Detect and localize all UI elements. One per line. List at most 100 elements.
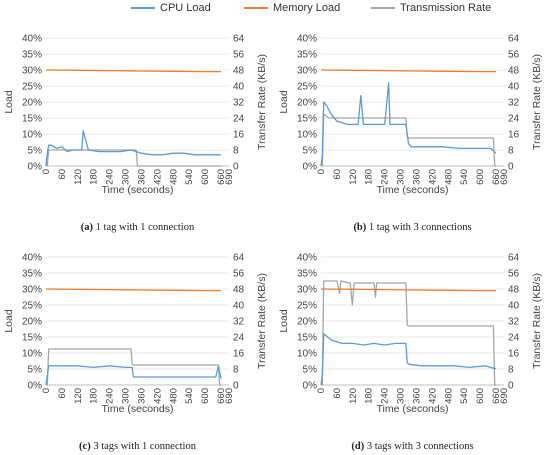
x-tick-label: 300 [396, 169, 407, 185]
x-tick-label: 360 [136, 388, 147, 404]
caption-c: (c) 3 tags with 1 connection [0, 441, 275, 452]
y-tick-label: 15% [297, 114, 317, 125]
series-line-cpu-load [320, 82, 497, 167]
y2-tick-label: 0 [233, 162, 239, 173]
y2-axis-label: Transfer Rate (KB/s) [531, 273, 543, 369]
panel-b: 0% 5% 10% 15% 20% 25% 30% 35% 40% 0 8 16 24 32 40 48 56 6… [275, 18, 550, 236]
legend: CPU Load Memory Load Transmission Rate [0, 0, 550, 18]
x-tick-label: 690 [499, 169, 510, 185]
y2-tick-label: 64 [233, 34, 245, 45]
x-axis-label: Time (seconds) [377, 403, 449, 415]
x-tick-label: 420 [427, 388, 438, 404]
caption-text: 3 tags with 1 connection [90, 441, 196, 452]
y2-tick-label: 56 [233, 269, 245, 280]
y-tick-label: 5% [303, 146, 318, 157]
y-tick-label: 40% [297, 34, 317, 45]
x-tick-label: 0 [41, 169, 52, 174]
y-tick-label: 25% [22, 301, 42, 312]
y2-tick-label: 40 [508, 82, 520, 93]
x-tick-label: 60 [332, 388, 343, 399]
y2-tick-label: 16 [233, 349, 245, 360]
x-tick-label: 480 [168, 388, 179, 404]
y-tick-label: 10% [22, 349, 42, 360]
y-tick-label: 35% [297, 269, 317, 280]
y2-tick-label: 64 [508, 253, 520, 264]
y2-tick-label: 16 [508, 349, 520, 360]
x-tick-label: 0 [316, 388, 327, 393]
x-tick-label: 600 [200, 388, 211, 404]
series-line-memory-load [45, 69, 221, 73]
series-line-transmission-rate [321, 280, 496, 386]
y2-tick-label: 40 [508, 301, 520, 312]
x-tick-label: 180 [364, 388, 375, 404]
y-tick-label: 40% [297, 253, 317, 264]
y2-tick-label: 48 [233, 66, 245, 77]
y2-tick-label: 16 [508, 130, 520, 141]
x-axis-label: Time (seconds) [102, 403, 174, 415]
x-tick-label: 480 [443, 388, 454, 404]
y2-axis-label: Transfer Rate (KB/s) [256, 273, 268, 369]
y2-tick-label: 56 [508, 50, 520, 61]
x-tick-label: 540 [459, 388, 470, 404]
series-line-memory-load [45, 288, 221, 292]
y2-tick-label: 0 [508, 381, 514, 392]
caption-tag: (c) [79, 441, 91, 452]
x-tick-label: 240 [380, 169, 391, 185]
y2-tick-label: 32 [233, 317, 245, 328]
y2-tick-label: 8 [508, 365, 514, 376]
y-tick-label: 30% [22, 285, 42, 296]
legend-item-transmission-rate: Transmission Rate [371, 2, 491, 14]
chart-b: 0% 5% 10% 15% 20% 25% 30% 35% 40% 0 8 16 24 32 40 48 56 6… [278, 34, 543, 197]
x-tick-label: 300 [396, 388, 407, 404]
x-tick-label: 360 [411, 388, 422, 404]
caption-text: 3 tags with 3 connections [364, 441, 474, 452]
y2-tick-label: 64 [508, 34, 520, 45]
y-tick-label: 25% [297, 82, 317, 93]
y2-tick-label: 32 [508, 98, 520, 109]
y2-tick-label: 56 [508, 269, 520, 280]
x-tick-label: 540 [459, 169, 470, 185]
x-tick-label: 180 [89, 169, 100, 185]
caption-tag: (d) [351, 441, 365, 452]
y2-tick-label: 0 [233, 381, 239, 392]
y-tick-label: 25% [22, 82, 42, 93]
caption-d: (d) 3 tags with 3 connections [275, 441, 550, 452]
y2-tick-label: 24 [233, 114, 245, 125]
x-tick-label: 480 [168, 169, 179, 185]
y2-axis-label: Transfer Rate (KB/s) [531, 54, 543, 150]
legend-label: Transmission Rate [400, 2, 492, 14]
y2-tick-label: 40 [233, 301, 245, 312]
x-tick-label: 360 [411, 169, 422, 185]
x-tick-label: 540 [184, 388, 195, 404]
y2-axis-label: Transfer Rate (KB/s) [256, 54, 268, 150]
y-tick-label: 30% [297, 285, 317, 296]
y-tick-label: 20% [297, 98, 317, 109]
y-tick-label: 20% [297, 317, 317, 328]
x-tick-label: 600 [475, 169, 486, 185]
series-line-transmission-rate [46, 149, 221, 167]
legend-item-memory-load: Memory Load [244, 2, 340, 14]
x-tick-label: 0 [41, 388, 52, 393]
y-axis-label: Load [3, 90, 15, 114]
y2-tick-label: 24 [233, 333, 245, 344]
legend-swatch-memory [244, 7, 268, 10]
x-tick-label: 300 [121, 388, 132, 404]
y-tick-label: 15% [22, 333, 42, 344]
y-tick-label: 40% [22, 34, 42, 45]
x-tick-label: 180 [89, 388, 100, 404]
x-tick-label: 300 [121, 169, 132, 185]
x-tick-label: 180 [364, 169, 375, 185]
x-tick-label: 420 [152, 169, 163, 185]
caption-text: 1 tag with 1 connection [93, 222, 195, 233]
x-tick-label: 660 [491, 388, 502, 404]
y-tick-label: 0% [303, 162, 318, 173]
x-tick-label: 660 [216, 388, 227, 404]
caption-text: 1 tag with 3 connections [366, 222, 472, 233]
y-tick-label: 10% [22, 130, 42, 141]
x-tick-label: 0 [316, 169, 327, 174]
x-tick-label: 120 [73, 169, 84, 185]
x-tick-label: 690 [499, 388, 510, 404]
x-tick-label: 660 [491, 169, 502, 185]
y-tick-label: 15% [22, 114, 42, 125]
